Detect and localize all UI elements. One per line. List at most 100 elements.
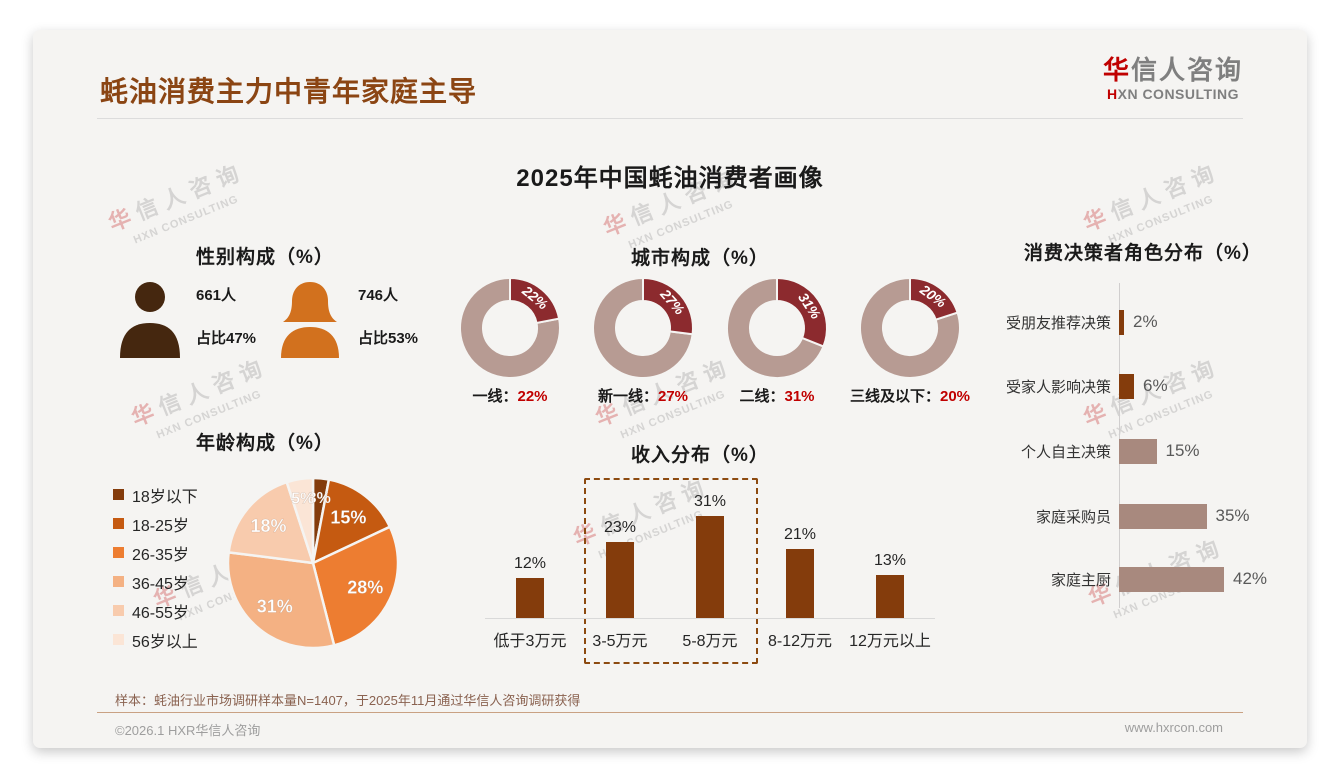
donut-slice [909,276,959,321]
donut-chart-一线: 22% 一线：22% [440,276,580,406]
donut-remainder [459,276,561,379]
decision-value-label: 15% [1165,441,1200,460]
legend-label: 18岁以下 [132,488,198,506]
company-logo: 华信人咨询 HXN CONSULTING [1102,55,1243,102]
income-value-label: 21% [783,526,817,543]
income-bar [876,575,904,618]
legend-swatch [113,518,124,529]
copyright-text: ©2026.1 HXR华信人咨询 [115,723,261,738]
donut-caption: 三线及以下：20% [849,388,971,405]
donut-caption: 二线：31% [739,388,815,405]
income-bar [516,578,544,618]
income-category-label: 5-8万元 [682,633,738,650]
decision-bar-chart: 受朋友推荐决策 2% 受家人影响决策 6% 个人自主决策 15% 家庭采购员 35% 家庭主厨 4… [838,278,1303,618]
legend-swatch [113,489,124,500]
income-value-label: 12% [513,555,547,572]
decision-bar [1119,503,1207,529]
income-bar [606,542,634,618]
income-bar-chart: 12% 低于3万元 23% 3-5万元 31% 5-8万元 21% 8-12万元 13% 12万元… [485,470,935,675]
legend-item: 26-35岁 [113,538,198,567]
legend-label: 26-35岁 [132,546,189,564]
decision-category-label: 家庭采购员 [1035,508,1111,526]
header-divider [97,118,1243,119]
income-value-label: 23% [603,519,637,536]
decision-value-label: 2% [1133,312,1158,331]
income-category-label: 3-5万元 [592,633,648,650]
income-value-label: 13% [873,552,907,569]
pie-slice-36-45岁 [226,551,336,650]
legend-label: 46-55岁 [132,604,189,622]
pie-slice-46-55岁 [227,480,315,565]
legend-item: 18-25岁 [113,509,198,538]
donut-remainder [726,276,825,379]
female-count: 746人 [358,287,399,304]
age-legend: 18岁以下 18-25岁 26-35岁 36-45岁 46-55岁 56岁以上 [113,480,198,654]
pie-slice-label: 5% [291,491,314,508]
decision-category-label: 家庭主厨 [1050,571,1111,589]
income-section-heading: 收入分布（%） [631,445,769,466]
income-highlight-box [584,478,758,664]
male-count: 661人 [196,287,237,304]
logo-english-text: HXN CONSULTING [1106,85,1239,102]
gender-female-item: 746人 占比53% [276,280,418,358]
pie-slice-56岁以上 [285,476,315,565]
gender-male-item: 661人 占比47% [118,280,256,358]
decision-bar-row: 受朋友推荐决策 2% [838,309,1158,335]
female-share: 占比53% [358,330,419,347]
donut-slice [509,276,561,325]
legend-swatch [113,547,124,558]
decision-bar-row: 家庭主厨 42% [838,566,1267,592]
decision-bar-row: 家庭采购员 35% [838,503,1250,529]
legend-item: 56岁以上 [113,625,198,654]
slide-card: 蚝油消费主力中青年家庭主导 华信人咨询 HXN CONSULTING 华信人咨询… [33,30,1307,748]
legend-swatch [113,634,124,645]
male-icon [120,282,180,358]
donut-caption: 一线：22% [472,388,548,405]
legend-label: 36-45岁 [132,575,189,593]
donut-chart-新一线: 27% 新一线：27% [573,276,713,406]
female-icon [281,282,339,358]
age-pie-chart: 3% 15% 28% 31% 18% 5% [218,468,408,663]
decision-category-label: 受家人影响决策 [1005,378,1111,396]
pie-slice-label: 18% [250,516,286,536]
legend-item: 18岁以下 [113,480,198,509]
legend-item: 46-55岁 [113,596,198,625]
income-bar-group: 23% 3-5万元 [575,470,665,651]
gender-section-heading: 性别构成（%） [196,247,334,268]
donut-caption: 新一线：27% [597,388,689,405]
income-bar-group: 21% 8-12万元 [755,470,845,651]
decision-bar-row: 受家人影响决策 6% [838,373,1168,399]
income-category-label: 12万元以上 [849,633,931,650]
decision-bar [1119,566,1224,592]
donut-slice [776,276,828,348]
pie-slice-18-25岁 [311,478,392,565]
donut-slice [642,276,694,336]
decision-category-label: 受朋友推荐决策 [1005,314,1111,332]
legend-swatch [113,605,124,616]
decision-bar [1119,438,1157,464]
income-bar [786,549,814,618]
page-title: 蚝油消费主力中青年家庭主导 [100,76,478,107]
income-category-label: 8-12万元 [767,633,833,650]
legend-swatch [113,576,124,587]
infographic-title: 2025年中国蚝油消费者画像 [516,165,824,192]
legend-label: 18-25岁 [132,517,189,535]
decision-bar-row: 个人自主决策 15% [838,438,1200,464]
website-url: www.hxrcon.com [1124,720,1223,735]
pie-slice-label: 28% [347,578,383,598]
income-value-label: 31% [693,493,727,510]
donut-remainder [592,276,694,379]
footer-divider [97,712,1243,713]
decision-value-label: 35% [1215,506,1250,525]
logo-chinese-text: 华信人咨询 [1102,55,1243,85]
donut-chart-三线及以下: 20% 三线及以下：20% [840,276,980,406]
income-category-label: 低于3万元 [493,633,567,650]
income-baseline [485,618,935,619]
legend-item: 36-45岁 [113,567,198,596]
pie-slice-label: 3% [308,490,331,507]
decision-category-label: 个人自主决策 [1020,443,1111,461]
decision-section-heading: 消费决策者角色分布（%） [1024,243,1262,264]
income-bar [696,516,724,618]
income-bar-group: 13% 12万元以上 [845,470,935,651]
income-bar-group: 31% 5-8万元 [665,470,755,651]
